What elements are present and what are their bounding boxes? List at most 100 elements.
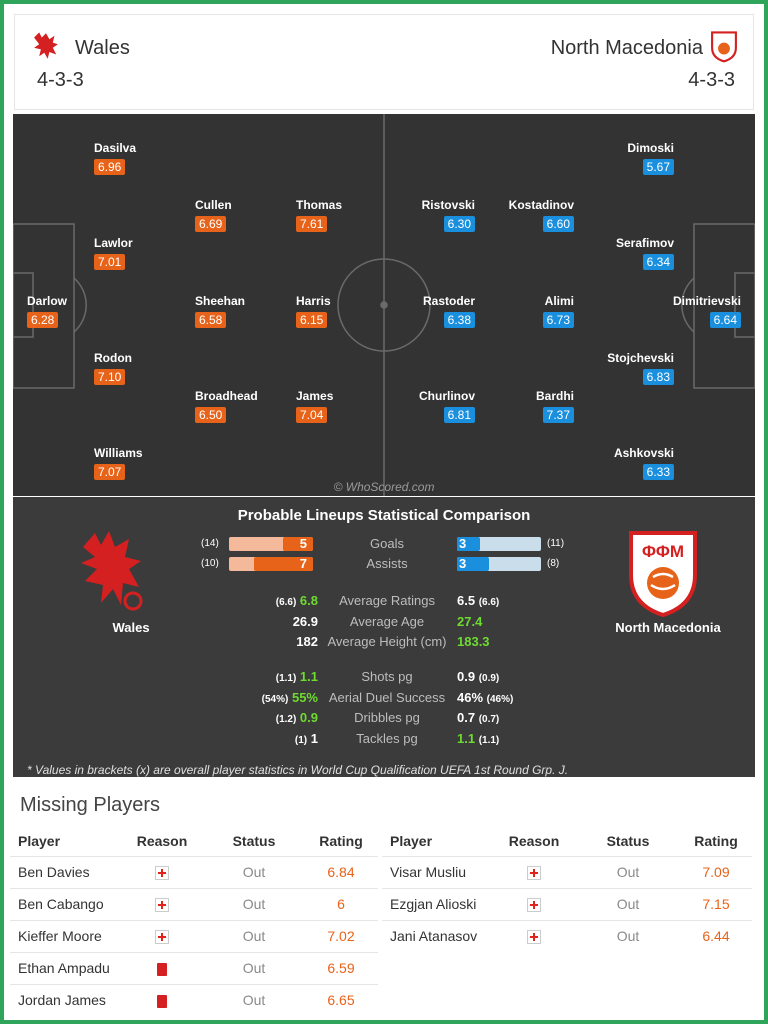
pitch-lines [13, 114, 755, 496]
table-row[interactable]: Jordan James Out 6.65 [10, 983, 378, 1016]
player-rating: 7.04 [296, 407, 328, 423]
column-header-status: Status [606, 832, 650, 849]
stat-label: Average Age [349, 613, 425, 629]
away-bar-value: 3 [459, 536, 467, 551]
away-player[interactable]: Churlinov 6.81 [385, 389, 475, 424]
reason-cell [120, 855, 204, 888]
wales-dragon-icon [81, 531, 143, 611]
player-name[interactable]: Ezgjan Alioski [382, 887, 492, 920]
table-row[interactable]: Ben Cabango Out 6 [10, 887, 378, 920]
away-overall: (11) [547, 538, 565, 549]
player-name: Sheehan [195, 294, 246, 308]
home-player[interactable]: Cullen 6.69 [195, 198, 285, 233]
stat-label: Aerial Duel Success [328, 689, 446, 705]
table-row[interactable]: Kieffer Moore Out 7.02 [10, 919, 378, 952]
injury-icon [527, 898, 541, 913]
reason-cell [120, 887, 204, 920]
player-rating: 6.33 [642, 464, 674, 480]
home-player[interactable]: Williams 7.07 [94, 446, 184, 481]
player-name: Alimi [544, 294, 574, 308]
player-name[interactable]: Kieffer Moore [10, 919, 120, 952]
player-name[interactable]: Ethan Ampadu [10, 951, 120, 984]
comparison-home-team: Wales [112, 620, 150, 635]
home-player[interactable]: Sheehan 6.58 [195, 294, 285, 329]
away-stat: 183.3 [457, 634, 557, 649]
away-player[interactable]: Rastoder 6.38 [385, 294, 475, 329]
away-overall: (8) [547, 558, 560, 569]
table-row[interactable]: Jani Atanasov Out 6.44 [382, 919, 752, 952]
home-player[interactable]: Thomas 7.61 [296, 198, 386, 233]
away-player[interactable]: Dimitrievski 6.64 [651, 294, 741, 329]
watermark: © WhoScored.com [333, 480, 435, 494]
column-header-player: Player [390, 832, 433, 849]
table-row[interactable]: Visar Musliu Out 7.09 [382, 855, 752, 888]
home-stat: 182 [218, 634, 318, 649]
rating-cell: 7.15 [680, 887, 752, 920]
crest-letters: ΦΦΜ [642, 542, 684, 561]
player-rating: 6.15 [296, 312, 328, 328]
player-rating: 6.73 [542, 312, 574, 328]
table-row[interactable]: Ezgjan Alioski Out 7.15 [382, 887, 752, 920]
home-player[interactable]: Dasilva 6.96 [94, 141, 184, 176]
home-player[interactable]: Darlow 6.28 [27, 294, 117, 329]
away-value: 1.1 [457, 730, 476, 746]
home-bar-track: 7 [229, 556, 313, 571]
rating-cell: 7.02 [304, 919, 378, 952]
home-player[interactable]: Lawlor 7.01 [94, 236, 184, 271]
page-frame: Wales 4-3-3 North Macedonia 4-3-3 Da [4, 4, 764, 1020]
player-rating: 6.58 [195, 312, 227, 328]
column-header-reason: Reason [508, 832, 560, 849]
table-row[interactable]: Ben Davies Out 6.84 [10, 855, 378, 888]
home-team-name[interactable]: Wales [75, 37, 130, 59]
table-row[interactable]: Ethan Ampadu Out 6.59 [10, 951, 378, 984]
player-rating: 6.28 [27, 312, 59, 328]
home-player[interactable]: Rodon 7.10 [94, 351, 184, 386]
rating-cell: 7.09 [680, 855, 752, 888]
home-formation: 4-3-3 [37, 69, 84, 91]
home-overall: (54%) [261, 693, 289, 705]
home-value: 182 [296, 634, 318, 649]
player-name: James [296, 389, 334, 403]
player-name[interactable]: Jordan James [10, 983, 120, 1016]
missing-players-home-table: Player Reason Status Rating Ben Davies O… [10, 826, 378, 1016]
bar-label: Goals [370, 536, 404, 551]
home-value: 1 [310, 730, 318, 746]
player-name: Dasilva [94, 141, 137, 155]
status-cell: Out [576, 855, 680, 888]
away-player[interactable]: Ashkovski 6.33 [584, 446, 674, 481]
reason-cell [492, 855, 576, 888]
player-name[interactable]: Ben Cabango [10, 887, 120, 920]
away-player[interactable]: Serafimov 6.34 [584, 236, 674, 271]
player-name[interactable]: Jani Atanasov [382, 919, 492, 952]
player-name: Cullen [195, 198, 232, 212]
away-team-name[interactable]: North Macedonia [550, 37, 703, 59]
player-name[interactable]: Ben Davies [10, 855, 120, 888]
away-bar-fill [457, 557, 489, 571]
reason-cell [120, 951, 204, 984]
away-player[interactable]: Stojchevski 6.83 [584, 351, 674, 386]
player-name: Lawlor [94, 236, 133, 250]
home-value: 1.1 [299, 669, 318, 684]
comparison-away-team: North Macedonia [615, 620, 721, 635]
player-rating: 5.67 [642, 159, 674, 175]
stat-label: Average Ratings [339, 593, 435, 608]
away-player[interactable]: Dimoski 5.67 [584, 141, 674, 176]
home-player[interactable]: Harris 6.15 [296, 294, 386, 329]
column-header-player: Player [18, 832, 61, 849]
away-player[interactable]: Bardhi 7.37 [484, 389, 574, 424]
status-cell: Out [204, 855, 304, 888]
home-value: 26.9 [292, 613, 318, 629]
rating-cell: 6.44 [680, 919, 752, 952]
player-name: Broadhead [195, 389, 258, 403]
away-stat: 27.4 [457, 614, 557, 629]
player-name[interactable]: Visar Musliu [382, 855, 492, 888]
away-player[interactable]: Kostadinov 6.60 [484, 198, 574, 233]
away-player[interactable]: Ristovski 6.30 [385, 198, 475, 233]
player-name: Churlinov [419, 389, 475, 403]
home-player[interactable]: James 7.04 [296, 389, 386, 424]
player-name: Harris [296, 294, 331, 308]
rating-cell: 6 [304, 887, 378, 920]
home-stat: (54%) 55% [218, 690, 318, 705]
home-player[interactable]: Broadhead 6.50 [195, 389, 285, 424]
away-player[interactable]: Alimi 6.73 [484, 294, 574, 329]
